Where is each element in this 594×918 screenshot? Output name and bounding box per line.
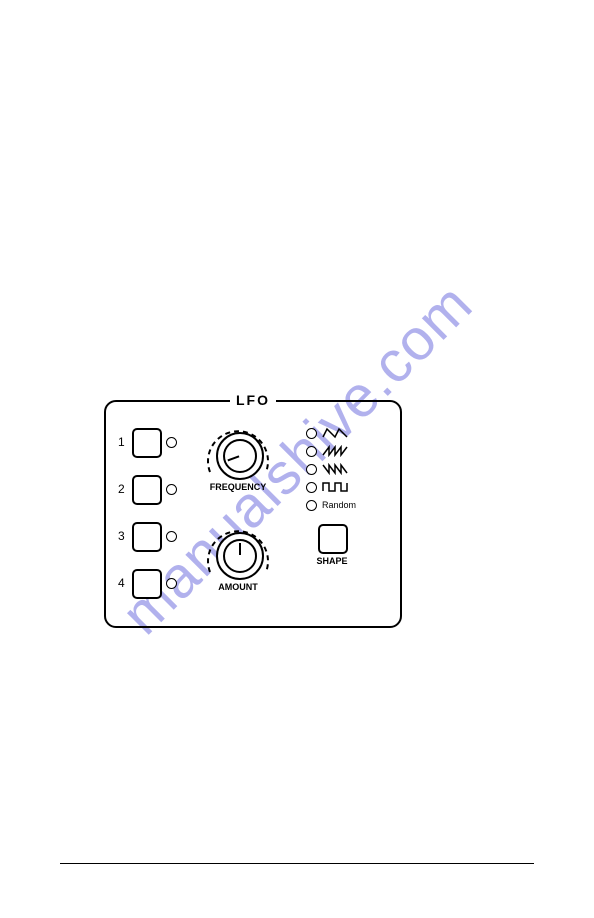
shape-led-sawup bbox=[306, 446, 317, 457]
selector-label-4: 4 bbox=[118, 576, 125, 590]
lfo-panel: LFO 1 2 3 4 FREQUENCY bbox=[104, 400, 402, 628]
amount-knob-inner bbox=[223, 539, 257, 573]
footer-divider bbox=[60, 863, 534, 864]
selector-button-2[interactable] bbox=[132, 475, 162, 505]
frequency-label: FREQUENCY bbox=[206, 482, 270, 492]
shape-led-triangle bbox=[306, 428, 317, 439]
selector-led-1 bbox=[166, 437, 177, 448]
frequency-pointer bbox=[227, 455, 239, 461]
shape-led-sawdown bbox=[306, 464, 317, 475]
selector-button-4[interactable] bbox=[132, 569, 162, 599]
shape-button[interactable] bbox=[318, 524, 348, 554]
panel-title-wrap: LFO bbox=[106, 392, 400, 410]
random-label: Random bbox=[322, 500, 356, 510]
triangle-wave-icon bbox=[322, 427, 348, 439]
amount-pointer bbox=[239, 543, 241, 555]
frequency-knob[interactable] bbox=[216, 432, 264, 480]
selector-led-4 bbox=[166, 578, 177, 589]
saw-up-wave-icon bbox=[322, 445, 348, 457]
selector-label-3: 3 bbox=[118, 529, 125, 543]
selector-led-3 bbox=[166, 531, 177, 542]
panel-title: LFO bbox=[230, 392, 276, 408]
shape-led-square bbox=[306, 482, 317, 493]
shape-led-random bbox=[306, 500, 317, 511]
selector-label-2: 2 bbox=[118, 482, 125, 496]
selector-button-3[interactable] bbox=[132, 522, 162, 552]
shape-button-label: SHAPE bbox=[312, 556, 352, 566]
frequency-knob-inner bbox=[223, 439, 257, 473]
amount-label: AMOUNT bbox=[206, 582, 270, 592]
selector-label-1: 1 bbox=[118, 435, 125, 449]
selector-led-2 bbox=[166, 484, 177, 495]
square-wave-icon bbox=[322, 481, 348, 493]
page: manualshive.com LFO 1 2 3 4 FREQUENCY bbox=[0, 0, 594, 918]
selector-button-1[interactable] bbox=[132, 428, 162, 458]
saw-down-wave-icon bbox=[322, 463, 348, 475]
amount-knob[interactable] bbox=[216, 532, 264, 580]
